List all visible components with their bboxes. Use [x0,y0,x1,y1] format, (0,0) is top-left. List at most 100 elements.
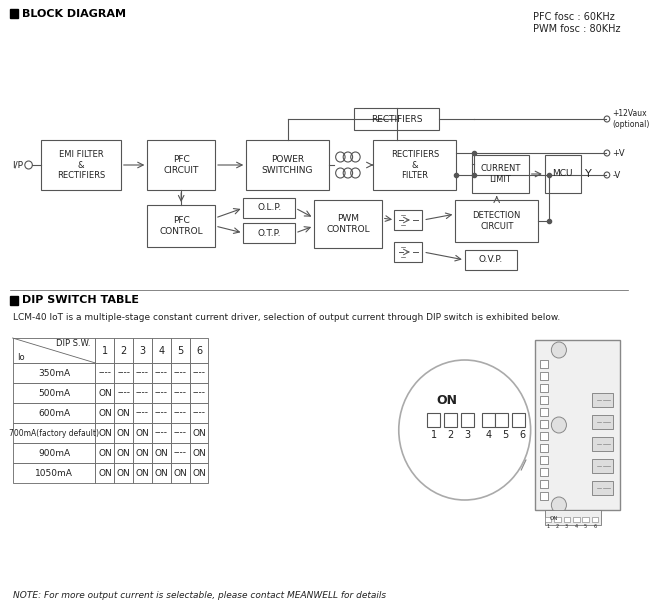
FancyBboxPatch shape [465,250,517,270]
Text: O.V.P.: O.V.P. [478,256,502,265]
FancyBboxPatch shape [171,383,190,403]
FancyBboxPatch shape [152,423,171,443]
FancyBboxPatch shape [554,517,561,522]
Text: 600mA: 600mA [38,409,70,417]
Text: 900mA: 900mA [38,448,70,458]
Text: Y: Y [586,169,592,179]
Text: ON: ON [192,428,206,437]
Circle shape [604,172,610,178]
Text: 500mA: 500mA [38,389,70,398]
FancyBboxPatch shape [133,383,152,403]
Text: 2: 2 [121,345,127,356]
Text: 5: 5 [502,430,509,440]
Text: ON: ON [155,448,168,458]
Text: EMI FILTER
&
RECTIFIERS: EMI FILTER & RECTIFIERS [57,150,105,180]
FancyBboxPatch shape [95,383,115,403]
Text: ----: ---- [136,389,149,398]
FancyBboxPatch shape [115,363,133,383]
FancyBboxPatch shape [13,403,95,423]
Text: PFC
CIRCUIT: PFC CIRCUIT [163,156,199,174]
FancyBboxPatch shape [115,443,133,463]
Text: ON: ON [192,448,206,458]
FancyBboxPatch shape [354,108,440,130]
Text: 6: 6 [196,345,202,356]
Text: ----: ---- [192,368,206,378]
Circle shape [604,150,610,156]
FancyBboxPatch shape [373,140,456,190]
Text: RECTIFIERS: RECTIFIERS [371,115,423,123]
FancyBboxPatch shape [535,340,620,510]
Text: 4: 4 [574,523,578,528]
FancyBboxPatch shape [133,443,152,463]
FancyBboxPatch shape [133,338,152,363]
Text: 1: 1 [102,345,108,356]
Text: ON: ON [98,409,112,417]
FancyBboxPatch shape [540,396,547,404]
FancyBboxPatch shape [13,463,95,483]
FancyBboxPatch shape [171,363,190,383]
Text: 2: 2 [448,430,454,440]
Text: ----: ---- [174,428,187,437]
FancyBboxPatch shape [545,510,601,525]
FancyBboxPatch shape [190,403,208,423]
Text: 3: 3 [464,430,470,440]
FancyBboxPatch shape [246,140,329,190]
Text: 3: 3 [139,345,145,356]
FancyBboxPatch shape [95,363,115,383]
FancyBboxPatch shape [592,459,612,473]
Text: ON: ON [98,428,112,437]
Text: ON: ON [549,515,558,520]
FancyBboxPatch shape [152,463,171,483]
FancyBboxPatch shape [573,517,580,522]
Text: ----: ---- [155,389,168,398]
Text: ON: ON [436,393,458,406]
FancyBboxPatch shape [13,423,95,443]
Text: PFC
CONTROL: PFC CONTROL [159,217,203,235]
FancyBboxPatch shape [115,463,133,483]
FancyBboxPatch shape [582,517,589,522]
FancyBboxPatch shape [495,413,508,427]
FancyBboxPatch shape [190,463,208,483]
FancyBboxPatch shape [540,372,547,380]
FancyBboxPatch shape [133,463,152,483]
Text: 350mA: 350mA [38,368,70,378]
Text: DETECTION
CIRCUIT: DETECTION CIRCUIT [472,211,521,231]
Circle shape [25,161,32,169]
Text: ON: ON [155,468,168,478]
FancyBboxPatch shape [540,492,547,500]
FancyBboxPatch shape [115,403,133,423]
FancyBboxPatch shape [472,155,529,193]
Text: ----: ---- [117,389,130,398]
FancyBboxPatch shape [592,393,612,407]
Text: 5: 5 [584,523,587,528]
FancyBboxPatch shape [540,468,547,476]
FancyBboxPatch shape [171,463,190,483]
Text: ----: ---- [174,409,187,417]
FancyBboxPatch shape [95,423,115,443]
FancyBboxPatch shape [133,363,152,383]
FancyBboxPatch shape [456,200,538,242]
FancyBboxPatch shape [41,140,121,190]
FancyBboxPatch shape [482,413,495,427]
FancyBboxPatch shape [545,517,551,522]
FancyBboxPatch shape [152,403,171,423]
Text: PWM
CONTROL: PWM CONTROL [326,214,370,234]
Text: O.T.P.: O.T.P. [257,229,281,237]
Text: Io: Io [17,353,25,362]
FancyBboxPatch shape [147,205,215,247]
Text: MCU: MCU [552,170,573,179]
FancyBboxPatch shape [190,443,208,463]
Text: ON: ON [136,428,149,437]
Text: BLOCK DIAGRAM: BLOCK DIAGRAM [22,9,126,19]
FancyBboxPatch shape [115,423,133,443]
FancyBboxPatch shape [171,338,190,363]
FancyBboxPatch shape [152,338,171,363]
FancyBboxPatch shape [95,338,115,363]
Circle shape [604,116,610,122]
Text: ON: ON [117,409,131,417]
Text: RECTIFIERS
&
FILTER: RECTIFIERS & FILTER [391,150,439,180]
Text: ----: ---- [155,409,168,417]
Text: DIP S.W.: DIP S.W. [56,340,90,348]
FancyBboxPatch shape [13,338,95,363]
FancyBboxPatch shape [171,443,190,463]
